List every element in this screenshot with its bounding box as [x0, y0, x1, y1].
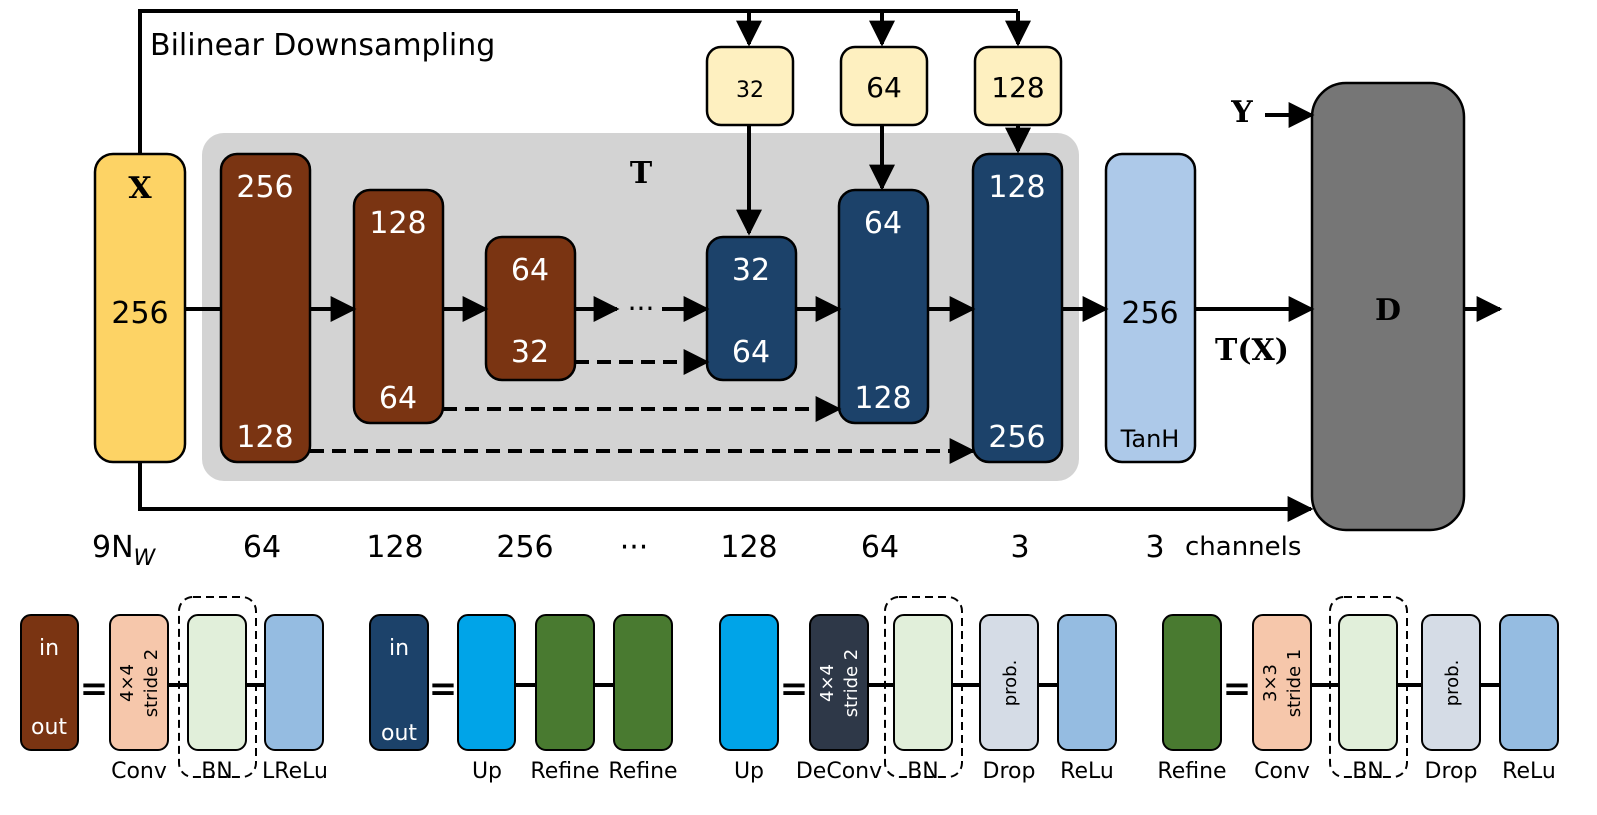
- downsampling-path: [138, 9, 1031, 154]
- decoder-block-top: 128: [988, 170, 1045, 205]
- legend-refine-swatch: [1162, 614, 1222, 751]
- legend-lrelu: [264, 614, 324, 751]
- legend-deconv-text: 4×4: [817, 664, 838, 702]
- legend-refine: [535, 614, 595, 751]
- legend-relu: [1057, 614, 1117, 751]
- legend-relu: [1499, 614, 1559, 751]
- legend-bn-dashed: [1329, 596, 1408, 778]
- legend-label: Conv: [111, 759, 167, 784]
- skip-connections: [310, 349, 976, 464]
- decoder-block-bottom: 128: [854, 381, 911, 416]
- decoder-block-bottom: 64: [732, 335, 770, 370]
- decoder-block-top: 32: [732, 253, 770, 288]
- channel-value: 3: [1010, 530, 1029, 565]
- legend-label: BN: [907, 759, 939, 784]
- legend-label: ReLu: [1060, 759, 1114, 784]
- channel-value: 128: [366, 530, 423, 565]
- legend-equals: =: [1223, 669, 1252, 709]
- legend-in: in: [389, 636, 409, 661]
- downsample-value: 64: [866, 71, 902, 104]
- encoder-block-bottom: 128: [236, 420, 293, 455]
- encoder-block-top: 128: [369, 206, 426, 241]
- legend-encoder-swatch: [20, 614, 79, 751]
- legend-out: out: [381, 721, 417, 746]
- channel-row: 9NW 64 128 256 ··· 128 64 3 3 channels: [92, 530, 1301, 571]
- encoder-block-top: 64: [511, 253, 549, 288]
- legend-equals: =: [780, 669, 809, 709]
- legend-deconv: [809, 614, 869, 751]
- downsample-value: 32: [736, 78, 764, 103]
- encoder-block-top: 256: [236, 170, 293, 205]
- legend-bn: [187, 614, 247, 751]
- legend-equals: =: [429, 669, 458, 709]
- decoder-block-top: 64: [864, 206, 902, 241]
- channel-first: 9NW: [92, 530, 157, 571]
- legend-equals: =: [80, 669, 109, 709]
- legend-label: Refine: [1157, 759, 1226, 784]
- legend-refine-block: = 3×3 stride 1 prob. Refine Conv BN Drop…: [1157, 596, 1559, 784]
- legend-label: Up: [472, 759, 502, 784]
- legend-refine: [613, 614, 673, 751]
- legend-up: [457, 614, 516, 751]
- legend-conv: [109, 614, 169, 751]
- discriminator-label: D: [1375, 293, 1401, 328]
- legend-drop-text: prob.: [1442, 660, 1463, 707]
- legend-label: DeConv: [796, 759, 882, 784]
- legend-decoder-swatch: [369, 614, 429, 751]
- generator-label: T: [630, 156, 653, 191]
- channel-suffix: channels: [1185, 532, 1301, 562]
- legend-drop: [979, 614, 1039, 751]
- input-to-discriminator-path: [138, 462, 1314, 522]
- decoder-block-bottom: 256: [988, 420, 1045, 455]
- legend-label: BN: [1352, 759, 1384, 784]
- input-name: X: [128, 171, 152, 206]
- legend-up-swatch: [719, 614, 779, 751]
- legend-out: out: [31, 715, 67, 740]
- downsample-arrows: [736, 125, 1031, 236]
- target-label: Y: [1230, 95, 1253, 130]
- channel-value: 3: [1145, 530, 1164, 565]
- legend-label: Drop: [1425, 759, 1478, 784]
- output-label: T(X): [1215, 333, 1289, 368]
- legend-encoder-block: in out = 4×4 stride 2 Conv BN LReLu: [20, 596, 328, 784]
- channel-value: 128: [720, 530, 777, 565]
- channel-value: 64: [243, 530, 281, 565]
- tanh-label: TanH: [1120, 425, 1180, 453]
- channel-value: 256: [496, 530, 553, 565]
- legend-conv-text: stride 1: [1284, 649, 1305, 718]
- legend-label: LReLu: [262, 759, 328, 784]
- legend-up-block: = 4×4 stride 2 prob. Up DeConv BN Drop R…: [719, 596, 1117, 784]
- legend-drop: [1421, 614, 1481, 751]
- encoder-block-bottom: 64: [379, 381, 417, 416]
- legend-decoder-block: in out = Up Refine Refine: [369, 614, 678, 784]
- legend-bn: [893, 614, 953, 751]
- channel-value: ···: [620, 530, 649, 565]
- legend-label: Drop: [983, 759, 1036, 784]
- legend-conv-text: 3×3: [1260, 664, 1281, 702]
- legend-label: Conv: [1254, 759, 1310, 784]
- legend-conv: [1252, 614, 1312, 751]
- legend-in: in: [39, 636, 59, 661]
- legend-label: Refine: [530, 759, 599, 784]
- channel-value: 64: [861, 530, 899, 565]
- downsample-value: 128: [991, 71, 1044, 104]
- encoder-block-bottom: 32: [511, 335, 549, 370]
- legend-label: ReLu: [1502, 759, 1556, 784]
- legend-label: BN: [201, 759, 233, 784]
- legend-conv-text: 4×4: [117, 664, 138, 702]
- main-flow-arrows: [185, 102, 1503, 322]
- legend-bn: [1338, 614, 1398, 751]
- legend-drop-text: prob.: [1000, 660, 1021, 707]
- legend-bn-dashed: [178, 596, 257, 778]
- downsampling-label: Bilinear Downsampling: [150, 28, 495, 63]
- legend-label: Refine: [608, 759, 677, 784]
- flow-ellipsis: ···: [628, 292, 655, 325]
- legend-conv-text: stride 2: [141, 649, 162, 718]
- legend-label: Up: [734, 759, 764, 784]
- legend-deconv-text: stride 2: [841, 649, 862, 718]
- tanh-value: 256: [1121, 296, 1178, 331]
- legend-bn-dashed: [884, 596, 963, 778]
- input-channels: 256: [111, 296, 168, 331]
